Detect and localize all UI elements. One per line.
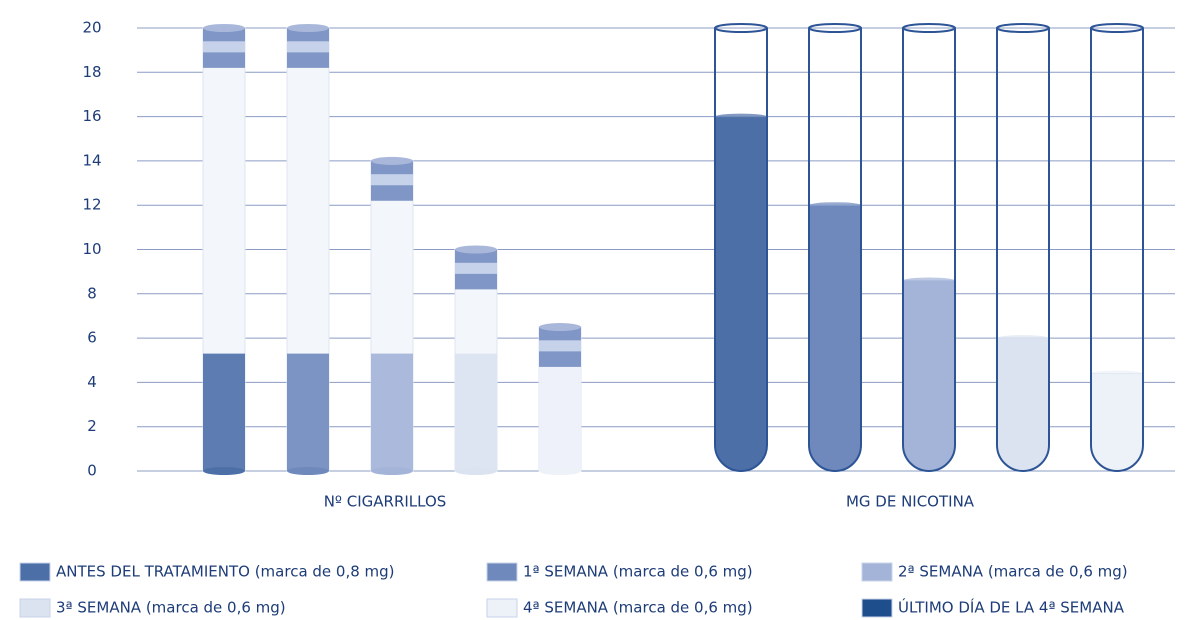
cigarette-ash-band xyxy=(539,340,581,351)
test-tube-liquid xyxy=(903,281,955,471)
legend-item: ÚLTIMO DÍA DE LA 4ª SEMANA xyxy=(862,598,1125,618)
y-tick-label: 12 xyxy=(82,196,101,214)
legend-swatch xyxy=(862,563,892,581)
legend-label: ANTES DEL TRATAMIENTO (marca de 0,8 mg) xyxy=(56,563,395,581)
legend-label: 3ª SEMANA (marca de 0,6 mg) xyxy=(56,599,286,617)
y-tick-label: 10 xyxy=(82,240,101,258)
cigarette-end xyxy=(203,467,245,475)
cigarette-tip xyxy=(455,246,497,254)
x-tick-label: Nº CIGARRILLOS xyxy=(324,493,447,511)
y-tick-label: 0 xyxy=(87,462,97,480)
legend-item: 4ª SEMANA (marca de 0,6 mg) xyxy=(487,599,753,618)
cigarette-ash-band xyxy=(203,41,245,52)
cigarette-filter xyxy=(455,354,497,471)
liquid-surface xyxy=(903,278,955,284)
legend-swatch xyxy=(862,599,892,617)
y-tick-label: 4 xyxy=(87,373,97,391)
test-tube-liquid xyxy=(809,205,861,471)
legend-label: ÚLTIMO DÍA DE LA 4ª SEMANA xyxy=(898,598,1125,617)
legend-swatch xyxy=(487,563,517,581)
y-tick-label: 2 xyxy=(87,417,97,435)
cigarette-tip xyxy=(539,323,581,331)
cigarette-tip xyxy=(203,24,245,32)
x-tick-label: MG DE NICOTINA xyxy=(846,493,975,511)
cigarette-end xyxy=(371,467,413,475)
liquid-surface xyxy=(809,202,861,208)
legend-item: ANTES DEL TRATAMIENTO (marca de 0,8 mg) xyxy=(20,563,395,582)
test-tube-liquid xyxy=(997,338,1049,471)
legend-swatch xyxy=(20,563,50,581)
cigarette-end xyxy=(455,467,497,475)
liquid-surface xyxy=(1091,371,1143,377)
legend-label: 2ª SEMANA (marca de 0,6 mg) xyxy=(898,563,1128,581)
liquid-surface xyxy=(715,114,767,120)
y-tick-label: 14 xyxy=(82,151,101,169)
y-tick-label: 16 xyxy=(82,107,101,125)
legend-item: 2ª SEMANA (marca de 0,6 mg) xyxy=(862,563,1128,582)
y-tick-label: 6 xyxy=(87,329,97,347)
legend-swatch xyxy=(20,599,50,617)
test-tube-liquid xyxy=(1091,374,1143,471)
legend-item: 1ª SEMANA (marca de 0,6 mg) xyxy=(487,563,753,582)
legend-label: 4ª SEMANA (marca de 0,6 mg) xyxy=(523,599,753,617)
cigarette-tip xyxy=(371,157,413,165)
legend-label: 1ª SEMANA (marca de 0,6 mg) xyxy=(523,563,753,581)
y-tick-label: 18 xyxy=(82,63,101,81)
cigarette-end xyxy=(287,467,329,475)
y-tick-label: 8 xyxy=(87,284,97,302)
legend-item: 3ª SEMANA (marca de 0,6 mg) xyxy=(20,599,286,618)
cigarette-filter xyxy=(539,354,581,471)
cigarette-ash-band xyxy=(455,263,497,274)
legend-swatch xyxy=(487,599,517,617)
liquid-surface xyxy=(997,335,1049,341)
test-tube-liquid xyxy=(715,117,767,471)
chart: 0 2 4 6 8 10 12 14 16 18 20 Nº CIGARRILLOS MG DE NIC… xyxy=(0,0,1192,620)
cigarette-ash-band xyxy=(371,174,413,185)
cigarette-filter xyxy=(287,354,329,471)
cigarette-ash-band xyxy=(287,41,329,52)
cigarette-filter xyxy=(371,354,413,471)
cigarette-end xyxy=(539,467,581,475)
y-tick-label: 20 xyxy=(82,19,101,37)
cigarette-tip xyxy=(287,24,329,32)
cigarette-filter xyxy=(203,354,245,471)
